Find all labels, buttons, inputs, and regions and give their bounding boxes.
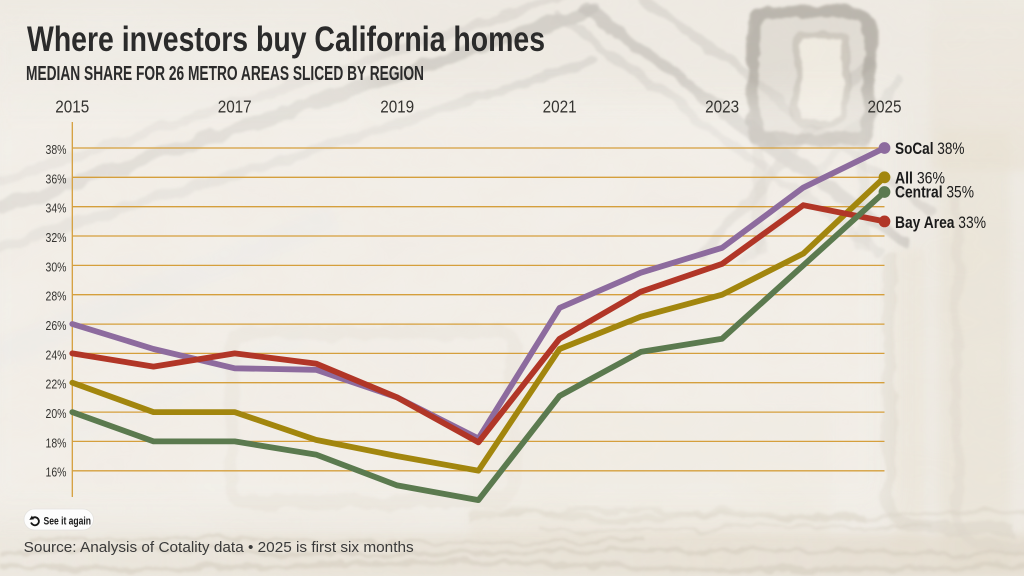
svg-text:20%: 20% xyxy=(46,406,67,421)
svg-text:24%: 24% xyxy=(46,347,67,362)
svg-text:Where investors buy California: Where investors buy California homes xyxy=(27,20,545,59)
svg-text:2023: 2023 xyxy=(705,97,739,117)
svg-text:2017: 2017 xyxy=(218,97,252,117)
svg-text:36%: 36% xyxy=(46,171,67,186)
svg-text:Source: Analysis of Cotality d: Source: Analysis of Cotality data • 2025… xyxy=(24,539,414,556)
svg-text:38%: 38% xyxy=(46,142,67,157)
svg-text:16%: 16% xyxy=(46,465,67,480)
svg-text:All 36%: All 36% xyxy=(895,169,945,188)
svg-text:30%: 30% xyxy=(46,259,67,274)
svg-text:26%: 26% xyxy=(46,318,67,333)
svg-text:2021: 2021 xyxy=(543,97,577,117)
svg-text:MEDIAN SHARE FOR 26 METRO AREA: MEDIAN SHARE FOR 26 METRO AREAS SLICED B… xyxy=(26,63,424,85)
svg-text:32%: 32% xyxy=(46,230,67,245)
svg-text:34%: 34% xyxy=(46,201,67,216)
svg-text:28%: 28% xyxy=(46,289,67,304)
svg-text:Bay Area 33%: Bay Area 33% xyxy=(895,213,986,232)
svg-text:18%: 18% xyxy=(46,435,67,450)
svg-text:2015: 2015 xyxy=(55,97,89,117)
svg-text:22%: 22% xyxy=(46,377,67,392)
svg-text:SoCal 38%: SoCal 38% xyxy=(895,139,965,158)
svg-text:2025: 2025 xyxy=(868,97,902,117)
svg-text:See it again: See it again xyxy=(44,515,92,527)
svg-text:Central 35%: Central 35% xyxy=(895,182,974,201)
svg-text:2019: 2019 xyxy=(380,97,414,117)
